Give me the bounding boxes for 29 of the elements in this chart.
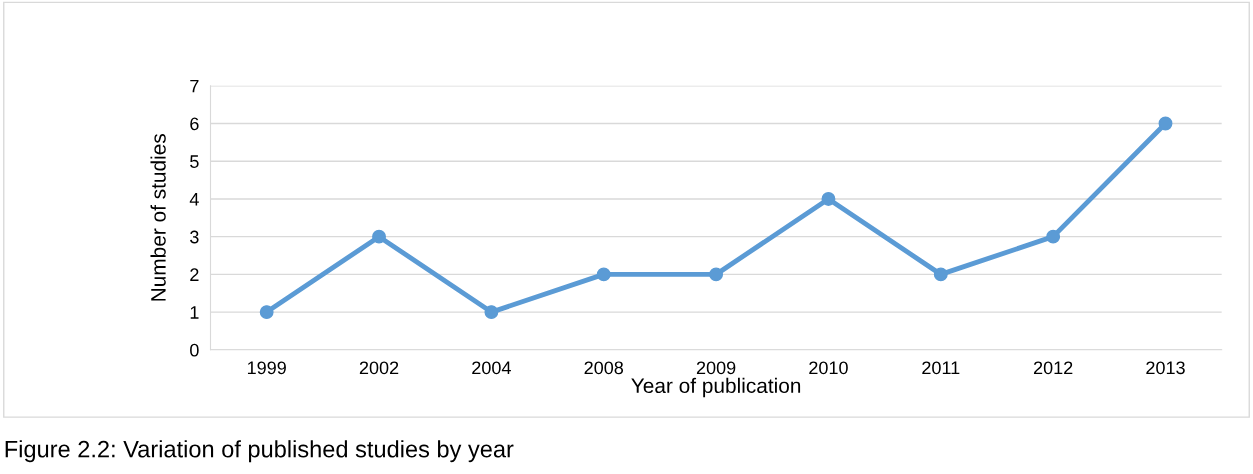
x-axis-title: Year of publication — [631, 377, 801, 398]
y-axis-title: Number of studies — [150, 134, 166, 301]
point — [933, 267, 948, 282]
point — [484, 305, 499, 320]
y-tick-label: 0 — [190, 343, 199, 357]
x-tick-label: 2013 — [1146, 361, 1185, 375]
x-tick-label: 2009 — [696, 361, 736, 375]
y-tick-label: 2 — [190, 268, 199, 281]
x-tick-label: 2004 — [472, 361, 511, 375]
y-tick-label: 6 — [190, 117, 199, 131]
point — [1158, 116, 1173, 131]
point — [372, 229, 386, 244]
y-tick-label: 1 — [190, 306, 199, 319]
y-tick-label: 5 — [190, 155, 199, 168]
point — [709, 267, 724, 282]
point — [596, 267, 611, 282]
x-tick-label: 2010 — [809, 361, 848, 375]
y-tick-label: 7 — [190, 79, 199, 93]
x-tick-label: 2008 — [584, 361, 624, 375]
x-tick-label: 2012 — [1033, 361, 1073, 375]
y-tick-label: 4 — [189, 193, 199, 206]
x-tick-label: 2011 — [922, 361, 960, 375]
point — [821, 191, 836, 206]
point — [259, 305, 274, 320]
x-tick-label: 2002 — [359, 361, 399, 375]
y-tick-label: 3 — [190, 230, 199, 244]
caption: Figure 2.2: Variation of published studies by year — [5, 440, 514, 463]
point — [1046, 229, 1061, 244]
x-tick-label: 1999 — [247, 361, 286, 375]
